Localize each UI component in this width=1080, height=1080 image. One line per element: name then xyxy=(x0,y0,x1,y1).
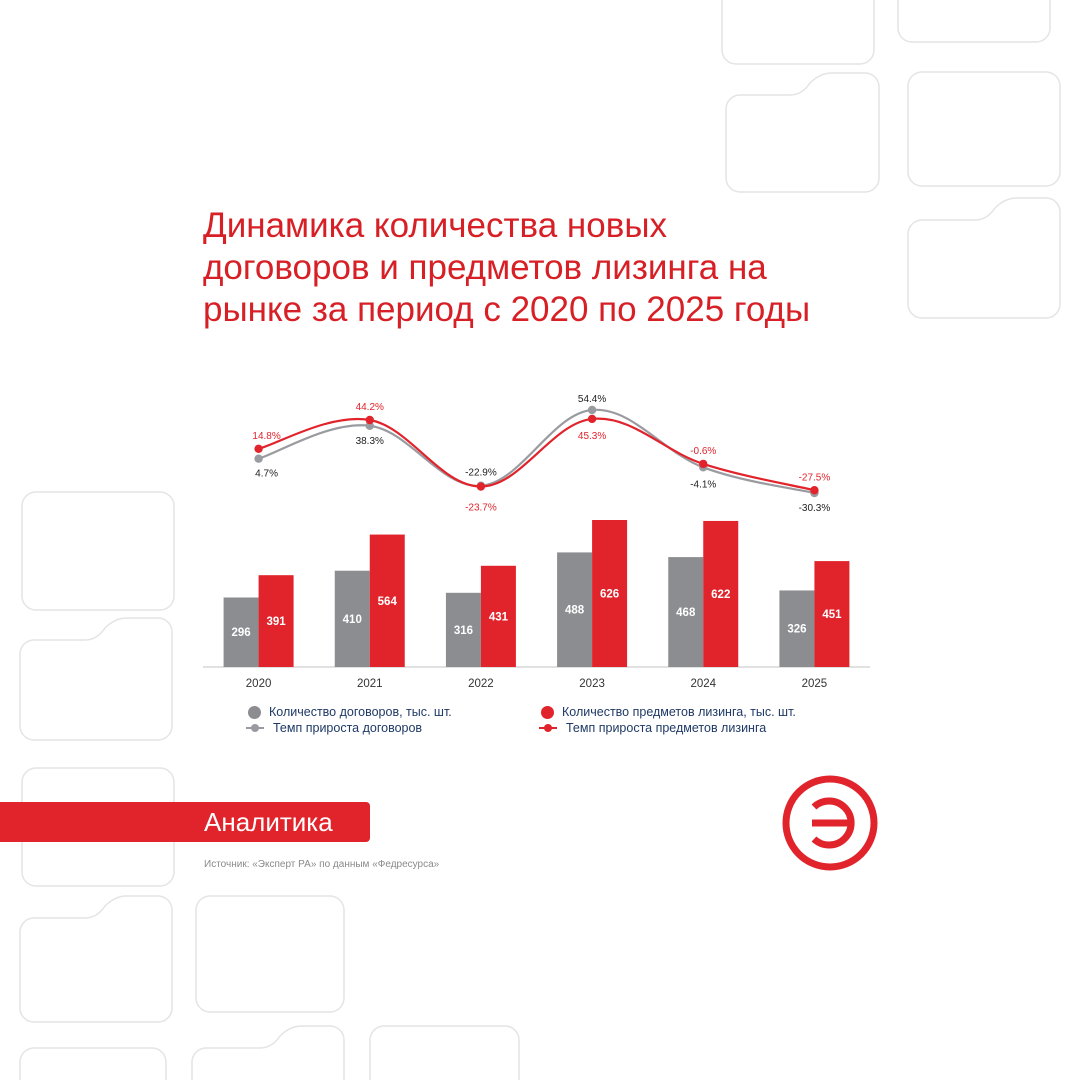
growth-value-label: 4.7% xyxy=(255,469,278,480)
legend-items-growth: Темп прироста предметов лизинга xyxy=(539,721,766,735)
growth-value-label: 44.2% xyxy=(356,402,384,413)
growth-point xyxy=(365,421,374,430)
bar-value-label: 626 xyxy=(600,589,619,601)
bar xyxy=(258,575,294,667)
growth-value-label: 38.3% xyxy=(356,436,384,447)
growth-value-label: -27.5% xyxy=(799,472,831,483)
bar-value-label: 468 xyxy=(676,607,696,619)
bar xyxy=(703,520,739,667)
legend-label: Количество предметов лизинга, тыс. шт. xyxy=(562,705,796,719)
bar xyxy=(445,592,481,667)
title-line: Динамика количества новых xyxy=(203,206,667,245)
legend-label: Темп прироста договоров xyxy=(273,721,423,735)
bar-value-label: 326 xyxy=(787,624,806,636)
growth-point xyxy=(699,459,708,469)
growth-value-label: -4.1% xyxy=(690,479,716,490)
bar-value-label: 622 xyxy=(711,589,730,601)
x-tick-label: 2020 xyxy=(246,678,272,690)
bar-value-label: 488 xyxy=(565,605,585,617)
legend-items-count: Количество предметов лизинга, тыс. шт. xyxy=(541,705,796,719)
growth-value-label: -0.6% xyxy=(690,446,716,457)
bar-value-label: 410 xyxy=(343,614,362,626)
growth-point xyxy=(254,444,263,454)
growth-line xyxy=(258,417,815,492)
growth-point xyxy=(810,486,819,495)
section-tag: Аналитика xyxy=(0,802,370,842)
bar-value-label: 296 xyxy=(231,627,250,639)
bar-value-label: 564 xyxy=(378,596,398,608)
bar xyxy=(557,552,593,667)
x-tick-label: 2025 xyxy=(802,678,828,690)
bar xyxy=(592,520,628,667)
bar-value-label: 431 xyxy=(489,611,509,623)
legend-contracts-count: Количество договоров, тыс. шт. xyxy=(248,705,452,719)
title-line: рынке за период с 2020 по 2025 годы xyxy=(203,290,811,329)
bar-value-label: 316 xyxy=(454,625,473,637)
bar-value-label: 451 xyxy=(822,609,842,621)
legend-red-line-icon xyxy=(539,724,557,732)
page-title: Динамика количества новых договоров и пр… xyxy=(203,205,923,331)
x-tick-label: 2022 xyxy=(468,678,494,690)
bar xyxy=(223,597,259,667)
section-tag-label: Аналитика xyxy=(204,807,333,837)
growth-value-label: -30.3% xyxy=(799,503,831,514)
expert-ra-logo-icon xyxy=(782,775,878,871)
title-line: договоров и предметов лизинга на xyxy=(203,248,767,287)
growth-point xyxy=(254,454,263,463)
growth-point xyxy=(476,482,486,491)
legend-label: Количество договоров, тыс. шт. xyxy=(269,705,452,719)
growth-point xyxy=(587,414,597,424)
legend-red-dot-icon xyxy=(541,705,554,719)
bar xyxy=(779,590,815,667)
legend-contracts-growth: Темп прироста договоров xyxy=(246,721,422,735)
bar xyxy=(334,570,370,667)
growth-value-label: 45.3% xyxy=(578,431,606,442)
growth-value-label: -22.9% xyxy=(465,468,497,479)
bar xyxy=(369,534,405,667)
legend-gray-line-icon xyxy=(246,724,264,732)
bar xyxy=(480,565,516,667)
x-tick-label: 2024 xyxy=(690,678,716,690)
bar xyxy=(668,557,704,667)
legend-label: Темп прироста предметов лизинга xyxy=(566,721,767,735)
source-note: Источник: «Эксперт РА» по данным «Федрес… xyxy=(204,859,440,870)
growth-line xyxy=(258,408,815,495)
growth-value-label: 14.8% xyxy=(252,431,280,442)
legend-gray-dot-icon xyxy=(248,705,261,719)
x-tick-label: 2023 xyxy=(579,678,605,690)
growth-point xyxy=(587,405,597,415)
growth-value-label: -23.7% xyxy=(465,503,497,514)
bar xyxy=(814,561,850,667)
bar-value-label: 391 xyxy=(266,616,286,628)
x-tick-label: 2021 xyxy=(357,678,383,690)
growth-value-label: 54.4% xyxy=(578,394,606,405)
growth-point xyxy=(365,415,374,425)
